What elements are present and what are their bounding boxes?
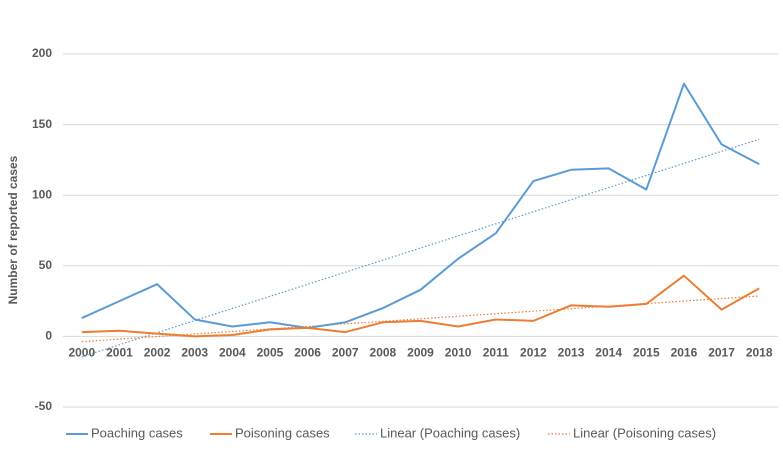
y-tick-label: 50 — [39, 258, 53, 272]
x-tick-label: 2007 — [332, 346, 359, 360]
y-tick-label: 100 — [32, 187, 52, 201]
x-tick-label: 2012 — [520, 346, 547, 360]
series-line — [81, 274, 760, 338]
x-tick-label: 2014 — [595, 346, 622, 360]
x-tick-label: 2001 — [106, 346, 133, 360]
legend-label: Poaching cases — [91, 425, 183, 440]
x-tick-label: 2011 — [483, 346, 509, 360]
x-tick-label: 2005 — [257, 346, 284, 360]
y-tick-label: 150 — [32, 117, 52, 131]
x-tick-label: 2010 — [445, 346, 472, 360]
x-tick-label: 2006 — [294, 346, 321, 360]
x-tick-label: 2016 — [671, 346, 698, 360]
x-tick-label: 2013 — [558, 346, 585, 360]
x-tick-label: 2002 — [144, 346, 171, 360]
x-tick-label: 2003 — [181, 346, 208, 360]
x-tick-label: 2004 — [219, 346, 246, 360]
x-tick-label: 2009 — [407, 346, 434, 360]
trendline — [81, 295, 760, 343]
y-axis-label: Number of reported cases — [6, 155, 20, 304]
x-tick-label: 2008 — [370, 346, 397, 360]
series-line — [81, 82, 760, 329]
x-tick-label: 2018 — [746, 346, 773, 360]
x-tick-label: 2015 — [633, 346, 660, 360]
x-tick-label: 2017 — [708, 346, 735, 360]
trendline — [81, 138, 760, 358]
y-tick-label: 0 — [45, 329, 52, 343]
y-tick-label: 200 — [32, 46, 52, 60]
legend-label: Poisoning cases — [235, 425, 330, 440]
y-tick-label: -50 — [35, 399, 53, 413]
legend-label: Linear (Poisoning cases) — [573, 425, 716, 440]
x-tick-label: 2000 — [68, 346, 95, 360]
legend-label: Linear (Poaching cases) — [380, 425, 520, 440]
